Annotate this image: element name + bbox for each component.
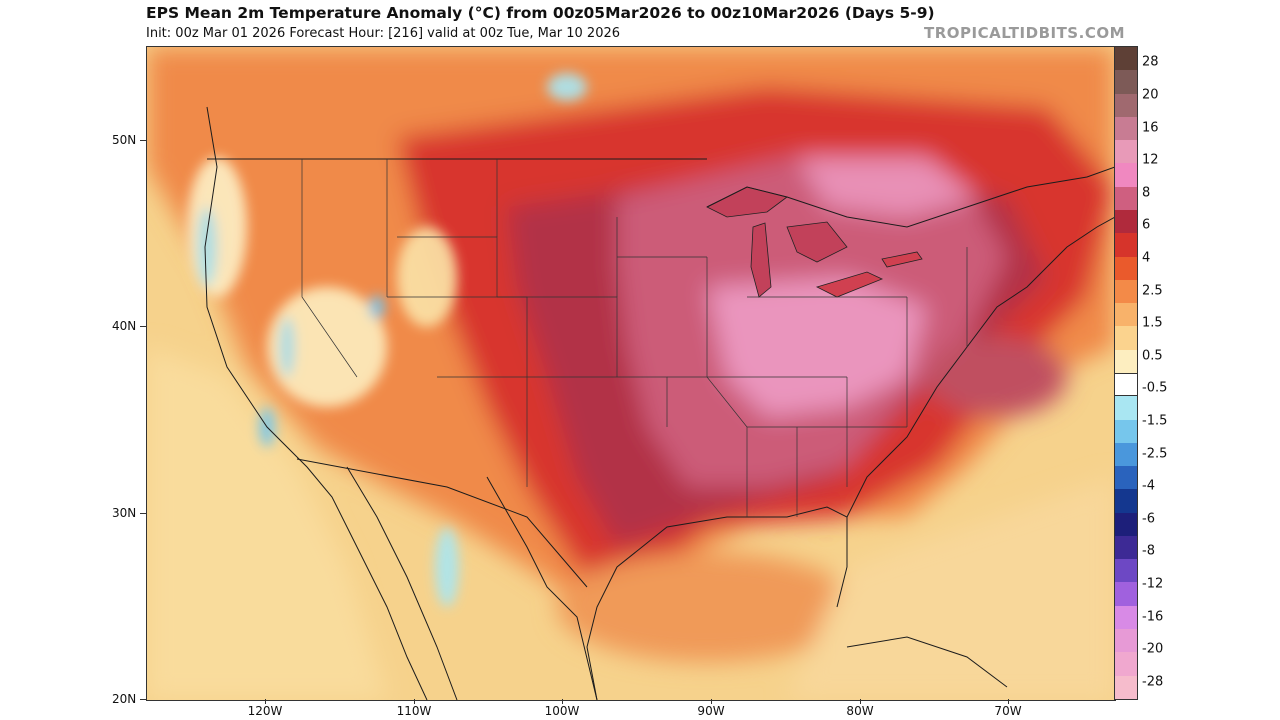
colorbar-label: 4 — [1142, 250, 1151, 266]
lon-label-80w: 80W — [846, 704, 874, 718]
colorbar-swatch — [1115, 140, 1137, 164]
lon-label-120w: 120W — [247, 704, 283, 718]
colorbar-label: -2.5 — [1142, 446, 1168, 461]
pacific-coastline — [204, 106, 428, 700]
anomaly-map — [146, 46, 1116, 701]
lat-label-50n: 50N — [112, 133, 137, 147]
colorbar-swatch — [1115, 349, 1137, 373]
colorbar-swatch — [1115, 47, 1137, 71]
lat-tick-50n — [140, 140, 146, 141]
colorbar-swatch — [1115, 326, 1137, 350]
colorbar-label: 1.5 — [1142, 315, 1163, 331]
great-lakes — [706, 186, 923, 298]
colorbar-swatch — [1115, 605, 1137, 630]
colorbar-swatch — [1115, 116, 1137, 141]
lat-label-40n: 40N — [112, 319, 137, 333]
coastlines — [204, 106, 1115, 700]
lat-label-30n: 30N — [112, 506, 137, 520]
colorbar-swatch — [1115, 466, 1137, 490]
lon-tick-90w — [711, 699, 712, 704]
colorbar-swatch — [1115, 559, 1137, 583]
lat-tick-20n — [140, 699, 146, 700]
colorbar-label: -28 — [1142, 674, 1164, 690]
colorbar-label: 28 — [1142, 54, 1159, 70]
colorbar-swatch — [1115, 512, 1137, 536]
colorbar-swatch — [1115, 652, 1137, 676]
lon-label-110w: 110W — [396, 704, 432, 718]
caribbean-pale-zone — [787, 477, 1115, 700]
colorbar-swatch — [1115, 489, 1137, 513]
colorbar-label: 16 — [1142, 120, 1159, 135]
site-credit[interactable]: TROPICALTIDBITS.COM — [924, 24, 1125, 42]
atlantic-coastline — [846, 216, 1115, 518]
colorbar-swatch — [1115, 186, 1137, 210]
colorbar-swatch — [1115, 442, 1137, 467]
lon-label-70w: 70W — [994, 704, 1022, 718]
colorbar-label: 2.5 — [1142, 283, 1163, 298]
colorbar-swatch — [1115, 629, 1137, 653]
pink-max-ohio-valley — [707, 277, 927, 417]
lat-tick-40n — [140, 326, 146, 327]
colorbar-label: 20 — [1142, 87, 1159, 103]
cuba-coast — [846, 636, 1008, 688]
colorbar-swatch — [1115, 535, 1137, 560]
lon-tick-70w — [1008, 699, 1009, 704]
colorbar-label: -1.5 — [1142, 413, 1168, 429]
lat-label-20n: 20N — [112, 692, 137, 706]
colorbar-swatch — [1115, 93, 1137, 117]
colorbar-label: -20 — [1142, 641, 1164, 657]
colorbar — [1114, 46, 1138, 700]
pacific-pale-zone — [147, 347, 387, 700]
colorbar-label: -8 — [1142, 543, 1155, 559]
lon-tick-80w — [860, 699, 861, 704]
colorbar-swatch — [1115, 163, 1137, 187]
map-title: EPS Mean 2m Temperature Anomaly (°C) fro… — [146, 4, 935, 22]
colorbar-swatch — [1115, 209, 1137, 234]
colorbar-swatch — [1115, 256, 1137, 280]
lon-label-90w: 90W — [697, 704, 725, 718]
colorbar-swatch — [1115, 372, 1137, 397]
gulf-coastline — [586, 506, 848, 700]
colorbar-label: -0.5 — [1142, 380, 1168, 396]
colorbar-swatch — [1115, 396, 1137, 420]
lon-tick-100w — [562, 699, 563, 704]
colorbar-swatch — [1115, 303, 1137, 327]
state-borders — [301, 159, 968, 517]
colorbar-label: -12 — [1142, 576, 1164, 592]
lake-erie — [815, 271, 884, 298]
lat-tick-30n — [140, 513, 146, 514]
colorbar-swatch — [1115, 279, 1137, 304]
lake-ontario — [881, 251, 923, 268]
colorbar-label: -4 — [1142, 478, 1155, 494]
colorbar-swatch — [1115, 419, 1137, 443]
colorbar-swatch — [1115, 582, 1137, 606]
pink-max-canada — [797, 157, 977, 217]
mexico-west-coast — [486, 476, 598, 700]
map-subtitle: Init: 00z Mar 01 2026 Forecast Hour: [21… — [146, 26, 621, 41]
lake-huron — [786, 221, 848, 263]
colorbar-label: 12 — [1142, 152, 1159, 168]
us-canada-border — [706, 166, 1115, 228]
lake-michigan — [750, 222, 772, 298]
colorbar-swatch — [1115, 675, 1137, 699]
colorbar-swatch — [1115, 70, 1137, 94]
atlantic-warm-core — [927, 337, 1067, 417]
gulf-anomaly — [557, 552, 857, 662]
colorbar-label: 0.5 — [1142, 348, 1163, 364]
baja-gulf-coast — [346, 466, 458, 700]
us-mexico-border — [296, 458, 588, 588]
colorbar-label: 8 — [1142, 185, 1151, 201]
colorbar-label: 6 — [1142, 217, 1151, 233]
lon-label-100w: 100W — [544, 704, 580, 718]
lon-tick-110w — [414, 699, 415, 704]
lon-tick-120w — [265, 699, 266, 704]
colorbar-swatch — [1115, 233, 1137, 257]
anomaly-map-svg — [147, 47, 1115, 700]
colorbar-label: -6 — [1142, 511, 1155, 527]
colorbar-label: -16 — [1142, 609, 1164, 624]
